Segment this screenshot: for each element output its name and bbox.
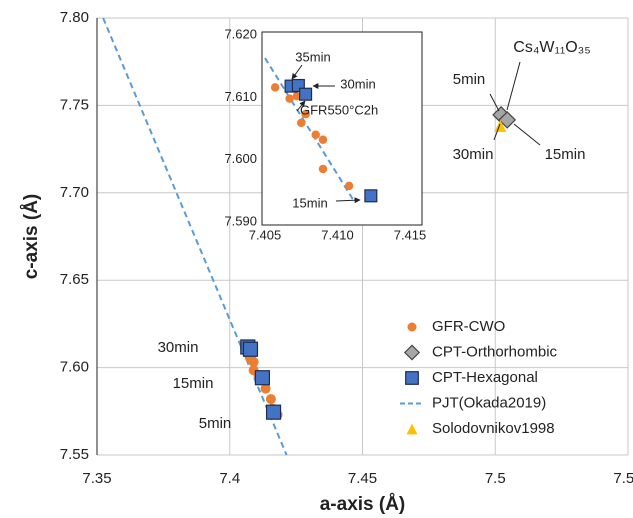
annotation: 30min [340,76,375,91]
point [301,109,310,119]
annotation: 30min [158,339,199,356]
legend-label: Solodovnikov1998 [432,420,555,437]
point [270,83,280,92]
x-tick-label: 7.405 [249,227,282,242]
y-tick-label: 7.55 [60,446,89,463]
point [291,78,305,93]
y-axis-label: c-axis (Å) [21,194,42,280]
fit-line [264,57,355,201]
point [406,423,418,435]
y-tick-label: 7.620 [224,26,257,41]
point [260,383,271,394]
annotation-arrow [296,100,306,112]
point [292,91,302,101]
inset-frame [261,31,423,226]
annotation: 30min [453,146,494,163]
legend-label: CPT-Hexagonal [432,369,538,386]
point [494,119,507,132]
x-tick-label: 7.35 [82,470,111,487]
legend: GFR-CWO CPT-Orthorhombic CPT-Hexagonal PJT(… [400,318,558,437]
annotation-arrow [493,123,501,141]
x-tick-label: 7.5 [485,470,506,487]
x-axis-label: a-axis (Å) [320,494,406,515]
annotation: GFR550°C2h [300,102,378,117]
point [407,322,417,332]
annotation-arrow [513,123,541,146]
legend-label: PJT(Okada2019) [432,394,546,411]
annotation: 15min [292,195,327,210]
annotation: 5min [453,71,486,88]
y-tick-label: 7.75 [60,96,89,113]
annotation: 15min [545,146,586,163]
annotation-arrow [489,93,500,112]
y-tick-label: 7.70 [60,184,89,201]
annotation: 15min [173,375,214,392]
point [344,181,354,191]
main-plot: 7.55 7.60 7.65 7.70 7.75 7.80 7.35 7.4 7.45 7.5 7.… [21,9,633,515]
point [299,87,313,101]
point [265,394,276,405]
x-tick-label: 7.415 [394,227,427,242]
point [265,404,282,420]
inset-plot: 7.590 7.600 7.610 7.620 7.405 7.410 7.415 35min… [224,26,426,242]
legend-label: CPT-Orthorhombic [432,343,558,360]
y-tick-label: 7.60 [60,359,89,376]
x-tick-label: 7.55 [613,470,633,487]
point [311,130,320,139]
x-tick-label: 7.4 [219,470,240,487]
x-tick-label: 7.45 [348,470,377,487]
point [248,357,259,368]
annotation-arrow [291,64,303,80]
y-tick-label: 7.80 [60,9,89,26]
y-tick-label: 7.590 [224,213,257,228]
y-tick-label: 7.65 [60,271,89,288]
point [318,164,328,174]
point [318,135,328,144]
y-tick-label: 7.600 [224,151,257,166]
point [405,371,419,385]
point [498,111,517,129]
annotation: 35min [295,49,330,64]
x-tick-label: 7.410 [321,227,354,242]
y-tick-label: 7.610 [224,89,257,104]
point [254,370,271,386]
annotation: Cs₄W₁₁O₃₅ [513,39,590,56]
point [364,189,378,203]
legend-label: GFR-CWO [432,318,505,335]
annotation-arrow [335,197,361,204]
annotation-arrow [506,61,521,111]
point [285,94,294,103]
annotation: 5min [199,415,232,432]
point [297,118,306,128]
point [242,341,259,357]
point [403,344,421,361]
